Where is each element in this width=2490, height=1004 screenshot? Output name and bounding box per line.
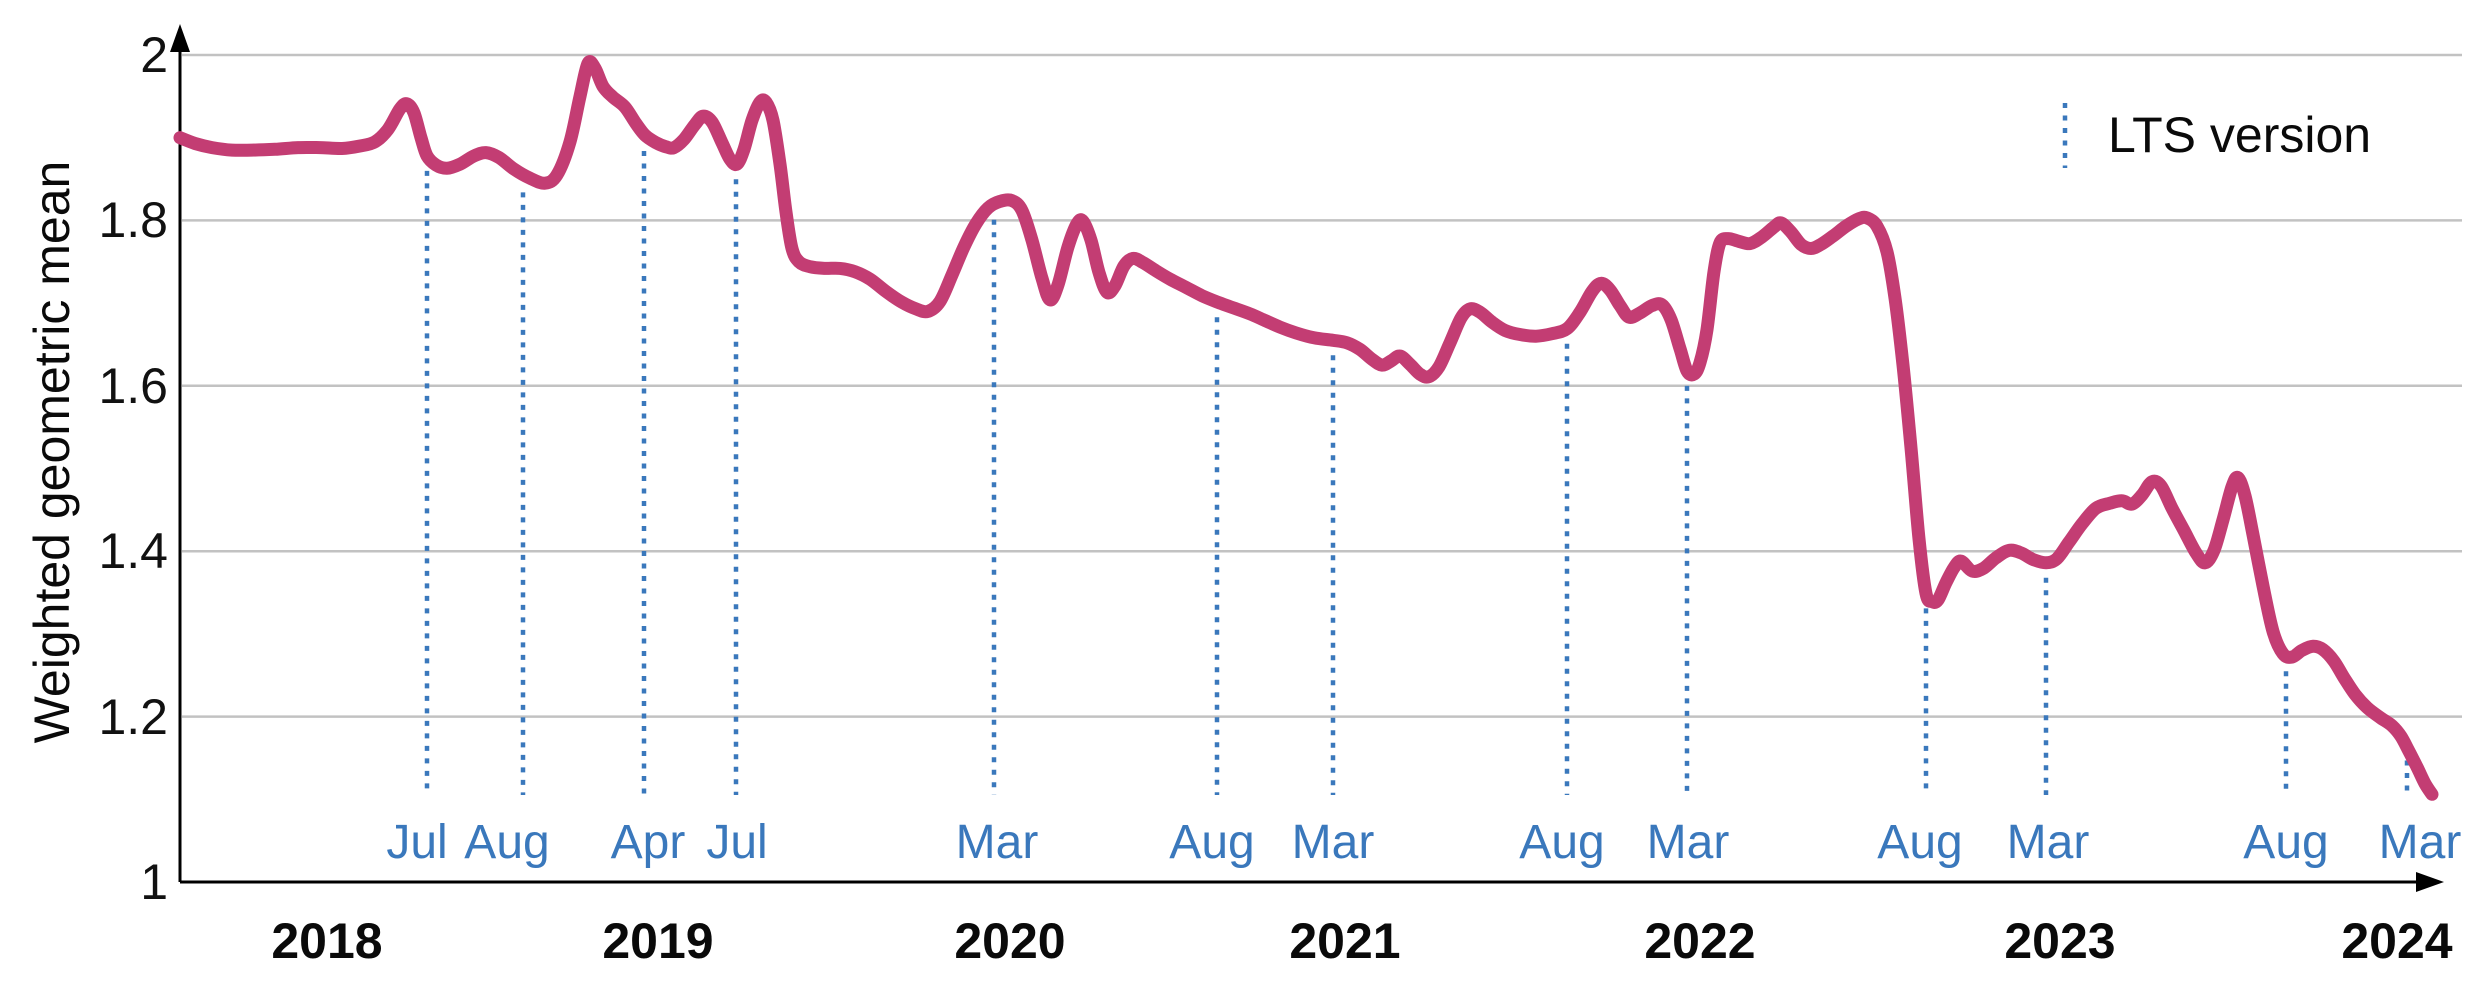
series-line [173,55,2439,801]
lts-month-label: Mar [2378,816,2462,869]
y-tick-label: 1.6 [98,357,168,414]
y-axis-arrow-icon [170,24,190,52]
lts-month-label: Mar [2006,816,2090,869]
lts-month-label: Apr [610,816,686,869]
y-tick-label: 1.4 [98,523,168,580]
year-label: 2021 [1289,913,1401,969]
year-label: 2023 [2004,913,2116,969]
year-label: 2024 [2341,913,2453,969]
lts-month-label: Mar [955,816,1039,869]
lts-month-label: Aug [1877,816,1963,869]
lts-month-label: Jul [706,816,768,869]
lts-month-label: Mar [1291,816,1375,869]
lts-month-label: Aug [464,816,550,869]
y-tick-label: 1.8 [98,192,168,249]
legend-label: LTS version [2108,107,2372,163]
year-label: 2020 [954,913,1066,969]
y-axis-title: Weighted geometric mean [24,160,80,744]
legend-dotted-line-icon [2062,103,2068,168]
x-axis-arrow-icon [2416,872,2444,892]
y-tick-label: 1 [140,854,168,910]
year-label: 2022 [1644,913,1756,969]
lts-month-label: Aug [1519,816,1605,869]
lts-month-label: Jul [386,816,448,869]
lts-month-label: Aug [1169,816,1255,869]
lts-month-label: Aug [2243,816,2329,869]
y-tick-label: 1.2 [98,688,168,745]
legend: LTS version [2058,100,2371,170]
year-label: 2019 [602,913,714,969]
y-tick-label: 2 [140,27,168,83]
year-label: 2018 [271,913,383,969]
lts-month-label: Mar [1646,816,1730,869]
